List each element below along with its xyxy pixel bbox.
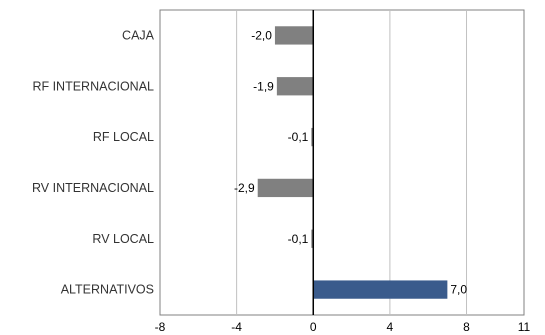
bar — [257, 178, 314, 198]
category-label: RF INTERNACIONAL — [32, 79, 154, 93]
bars — [257, 26, 448, 299]
grid-lines — [236, 10, 468, 315]
bar — [313, 280, 448, 299]
category-label: RF LOCAL — [93, 130, 154, 144]
value-label: -1,9 — [253, 79, 274, 93]
x-tick-label: -8 — [155, 320, 166, 334]
bar — [276, 77, 314, 96]
plot-area — [159, 9, 525, 316]
value-label: -2,0 — [251, 28, 272, 42]
bar — [311, 229, 314, 248]
category-label: ALTERNATIVOS — [61, 283, 154, 297]
value-label: -0,1 — [288, 130, 309, 144]
category-label: RV INTERNACIONAL — [32, 181, 154, 195]
value-label: 7,0 — [450, 283, 467, 297]
bar — [274, 26, 314, 45]
x-tick-label: -4 — [231, 320, 242, 334]
x-tick-label: 8 — [463, 320, 470, 334]
value-label: -0,1 — [288, 232, 309, 246]
x-tick-label: 11 — [518, 320, 531, 334]
value-labels: -2,0 -1,9 -0,1 -2,9 -0,1 7,0 — [234, 28, 467, 296]
category-label: CAJA — [122, 28, 155, 42]
x-tick-label: 0 — [310, 320, 317, 334]
category-labels: CAJA RF INTERNACIONAL RF LOCAL RV INTERNACI… — [32, 28, 155, 296]
x-tick-labels: -8 -4 0 4 8 11 — [155, 320, 531, 334]
category-label: RV LOCAL — [92, 232, 154, 246]
bar — [311, 127, 314, 147]
value-label: -2,9 — [234, 181, 255, 195]
x-tick-label: 4 — [387, 320, 394, 334]
